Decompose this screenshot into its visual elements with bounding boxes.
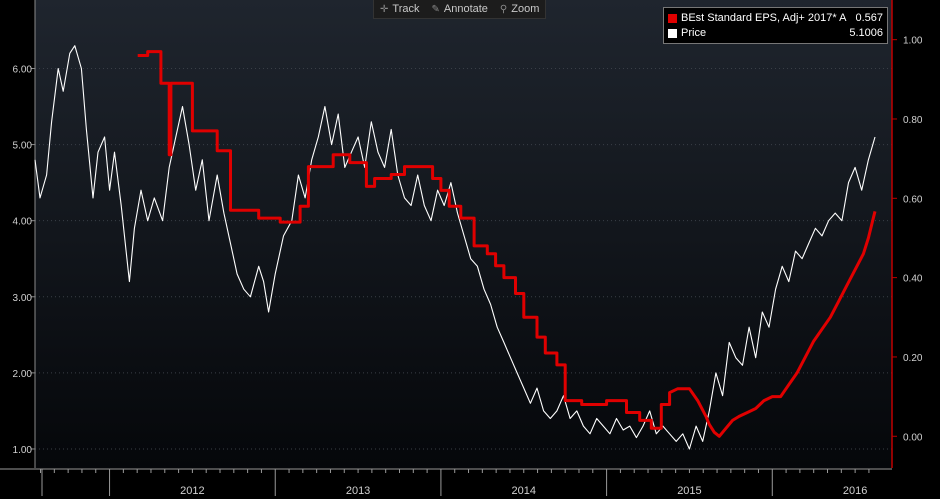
left-tick-label: 1.00 [13,445,33,456]
zoom-label: Zoom [511,3,540,15]
left-tick-label: 4.00 [13,217,33,228]
left-tick-label: 5.00 [13,141,33,152]
annotate-label: Annotate [443,3,488,15]
annotate-button[interactable]: ✎ Annotate [425,0,493,18]
eps-series-line [137,50,877,438]
left-axis: 1.00 2.00 3.00 4.00 5.00 6.00 [13,0,36,468]
year-tick-label: 2015 [677,485,701,497]
legend-eps-name: BEst Standard EPS, Adj+ 2017* A [681,12,847,24]
chart-legend[interactable]: BEst Standard EPS, Adj+ 2017* A 0.567 Pr… [663,7,888,44]
grid-lines [35,67,892,450]
price-swatch [668,28,677,38]
zoom-button[interactable]: ⚲ Zoom [494,0,545,18]
left-tick-label: 3.00 [13,293,33,304]
right-tick-label: 0.60 [903,194,923,205]
right-tick-label: 1.00 [903,36,923,47]
right-tick-label: 0.00 [903,432,923,443]
legend-item-price[interactable]: Price 5.1006 [668,26,883,40]
legend-eps-value: 0.567 [855,12,883,24]
track-button[interactable]: ✛ Track [374,0,425,18]
chart-toolbar: ✛ Track ✎ Annotate ⚲ Zoom [373,0,547,19]
legend-price-value: 5.1006 [849,27,883,39]
x-axis: 2012 2013 2014 2015 2016 [0,468,940,499]
year-tick-label: 2013 [346,485,370,497]
pencil-icon: ✎ [431,3,440,15]
right-tick-label: 0.80 [903,115,923,126]
right-tick-label: 0.40 [903,274,923,285]
magnifier-icon: ⚲ [499,3,508,15]
legend-price-name: Price [681,27,707,39]
year-tick-label: 2016 [843,485,867,497]
right-axis: 0.00 0.20 0.40 0.60 0.80 1.00 [891,0,923,468]
price-series-line [34,45,876,450]
series-layer [34,45,877,450]
eps-swatch [668,13,677,23]
x-axis-band [0,468,940,499]
year-tick-label: 2012 [180,485,204,497]
right-tick-label: 0.20 [903,353,923,364]
left-tick-label: 6.00 [13,64,33,75]
track-label: Track [392,3,420,15]
left-tick-label: 2.00 [13,369,33,380]
crosshair-icon: ✛ [380,3,389,15]
year-tick-label: 2014 [512,485,536,497]
legend-item-eps[interactable]: BEst Standard EPS, Adj+ 2017* A 0.567 [668,11,883,25]
